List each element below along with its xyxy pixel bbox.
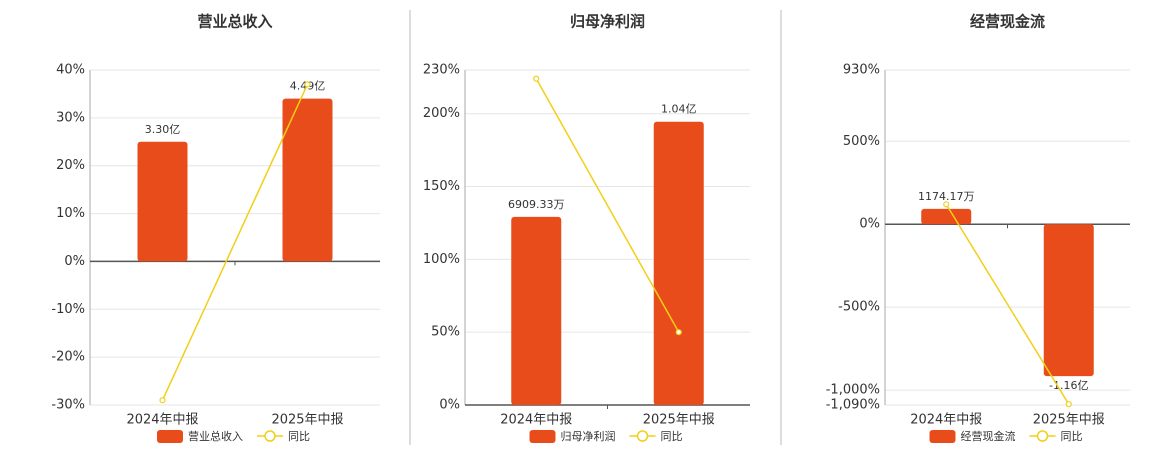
y-tick-label: 100% xyxy=(423,252,460,267)
line-point xyxy=(675,329,682,336)
chart-title: 营业总收入 xyxy=(197,13,272,31)
y-tick-label: -10% xyxy=(51,302,85,317)
y-tick-label: -1,090% xyxy=(826,398,880,413)
line-point xyxy=(304,81,311,88)
y-tick-label: -500% xyxy=(838,300,880,315)
y-tick-label: -20% xyxy=(51,350,85,365)
line xyxy=(945,203,1070,405)
legend-label: 同比 xyxy=(661,430,683,443)
chart-title: 归母净利润 xyxy=(570,13,645,31)
y-tick-label: 0% xyxy=(859,217,880,232)
line xyxy=(535,78,680,333)
value-label: 6909.33万 xyxy=(508,198,565,211)
value-label: 1174.17万 xyxy=(918,190,975,203)
legend-swatch xyxy=(264,430,276,442)
y-tick-label: 10% xyxy=(56,206,85,221)
y-tick-label: 200% xyxy=(423,106,460,121)
y-tick-label: 0% xyxy=(439,398,460,413)
legend-swatch xyxy=(929,430,956,443)
x-tick-label: 2025年中报 xyxy=(643,413,715,428)
bar xyxy=(921,208,972,225)
bar xyxy=(137,141,188,262)
legend-swatch xyxy=(529,430,556,443)
legend-label: 归母净利润 xyxy=(561,429,616,443)
legend-label: 同比 xyxy=(1061,430,1083,443)
line-point xyxy=(159,397,166,404)
y-tick-label: 30% xyxy=(56,110,85,125)
y-tick-label: 500% xyxy=(843,134,880,149)
bar xyxy=(282,98,333,262)
x-tick-label: 2024年中报 xyxy=(126,413,198,428)
x-tick-label: 2024年中报 xyxy=(500,413,572,428)
y-tick-label: 20% xyxy=(56,158,85,173)
bar xyxy=(653,121,704,405)
x-tick-label: 2024年中报 xyxy=(910,413,982,428)
line-point xyxy=(1065,401,1072,408)
value-label: 3.30亿 xyxy=(145,123,181,136)
legend-swatch xyxy=(157,430,183,443)
x-tick-label: 2025年中报 xyxy=(271,413,343,428)
y-tick-label: 50% xyxy=(431,325,460,340)
legend-label: 同比 xyxy=(288,430,310,443)
value-label: 1.04亿 xyxy=(661,103,697,116)
y-tick-label: -30% xyxy=(51,398,85,413)
bar xyxy=(511,216,562,405)
legend-swatch xyxy=(636,430,649,442)
legend-label: 经营现金流 xyxy=(961,429,1016,443)
x-tick-label: 2025年中报 xyxy=(1033,413,1105,428)
y-tick-label: 0% xyxy=(64,254,85,269)
y-tick-label: 230% xyxy=(423,63,460,78)
y-tick-label: 40% xyxy=(56,63,85,78)
y-tick-label: 930% xyxy=(843,63,880,78)
bar xyxy=(1043,224,1094,377)
line-point xyxy=(943,201,950,208)
y-tick-label: 150% xyxy=(423,179,460,194)
line-point xyxy=(533,75,540,82)
line xyxy=(161,84,309,401)
legend-label: 营业总收入 xyxy=(188,429,243,443)
chart-title: 经营现金流 xyxy=(970,13,1045,31)
y-tick-label: -1,000% xyxy=(826,383,880,398)
legend-swatch xyxy=(1036,430,1049,442)
